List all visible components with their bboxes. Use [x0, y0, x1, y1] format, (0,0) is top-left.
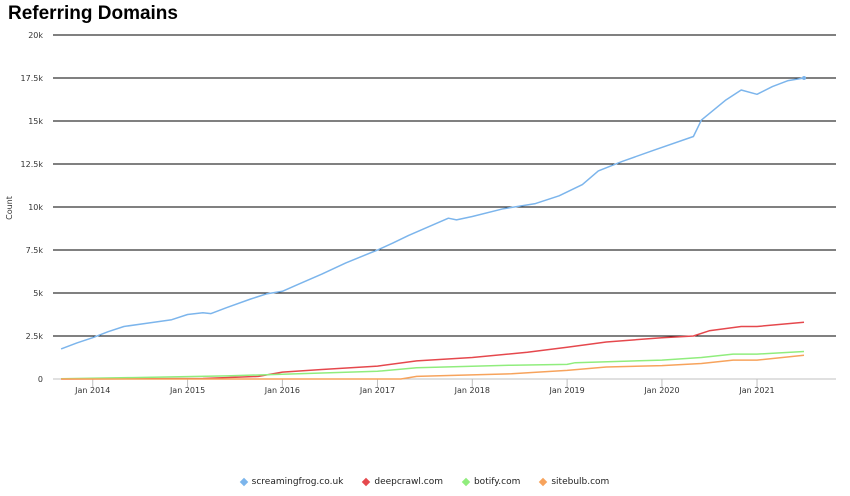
y-tick-label: 7.5k	[26, 246, 44, 255]
legend-item[interactable]: sitebulb.com	[539, 477, 610, 487]
y-tick-label: 20k	[28, 31, 43, 40]
series-end-marker	[802, 76, 807, 80]
legend-item[interactable]: screamingfrog.co.uk	[239, 477, 344, 487]
y-tick-label: 2.5k	[26, 332, 44, 341]
legend-item[interactable]: botify.com	[461, 477, 521, 487]
y-tick-label: 15k	[28, 117, 43, 126]
y-tick-label: 12.5k	[21, 160, 44, 169]
series-lines	[60, 76, 807, 380]
legend-marker-icon	[461, 477, 471, 487]
x-tick-label: Jan 2021	[738, 386, 774, 395]
legend-label: botify.com	[473, 477, 521, 487]
legend-label: screamingfrog.co.uk	[251, 477, 344, 487]
chart-title: Referring Domains	[8, 3, 178, 24]
series-line	[61, 321, 805, 380]
series-line	[61, 354, 805, 380]
legend-label: sitebulb.com	[551, 477, 610, 487]
x-tick-label: Jan 2020	[643, 386, 679, 395]
y-axis-label: Count	[5, 196, 14, 220]
series-line	[61, 350, 805, 380]
series-line	[60, 77, 805, 350]
legend-marker-icon	[362, 477, 371, 487]
x-tick-label: Jan 2019	[549, 386, 585, 395]
y-tick-label: 17.5k	[21, 74, 44, 83]
y-tick-label: 0	[38, 375, 43, 384]
legend-label: deepcrawl.com	[374, 477, 443, 487]
x-tick-label: Jan 2015	[169, 386, 205, 395]
legend-item[interactable]: deepcrawl.com	[362, 477, 443, 487]
legend-marker-icon	[539, 477, 548, 487]
x-axis: Jan 2014 Jan 2015 Jan 2016 Jan 2017 Jan 2018…	[74, 379, 775, 395]
x-tick-label: Jan 2016	[264, 386, 300, 395]
y-tick-label: 10k	[28, 203, 43, 212]
gridlines	[53, 34, 836, 380]
x-tick-label: Jan 2017	[359, 386, 395, 395]
y-tick-label: 5k	[33, 289, 43, 298]
legend-marker-icon	[239, 477, 248, 487]
chart-legend: screamingfrog.co.uk deepcrawl.com botify.c…	[0, 477, 850, 487]
x-tick-label: Jan 2018	[454, 386, 490, 395]
y-axis: 0 2.5k 5k 7.5k 10k 12.5k 15k 17.5k 20k	[21, 31, 44, 384]
x-tick-label: Jan 2014	[74, 386, 110, 395]
